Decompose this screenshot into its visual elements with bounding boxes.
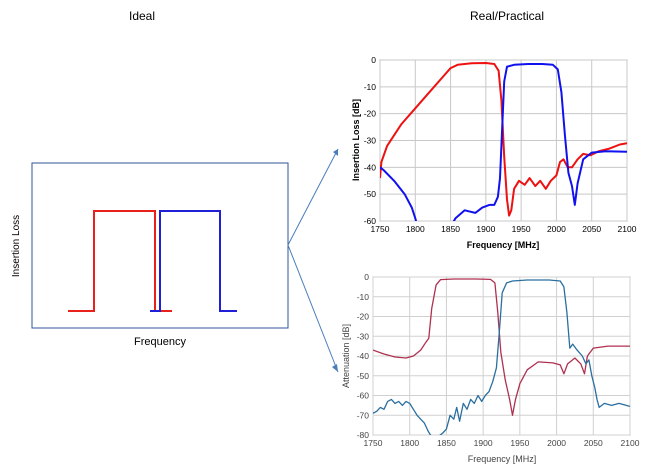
ideal-panel: Insertion Loss Frequency	[11, 162, 289, 348]
x-tick-label: 2000	[547, 224, 566, 234]
series-blue-line	[380, 63, 627, 221]
y-tick-label: -30	[364, 136, 377, 146]
heading-ideal: Ideal	[129, 9, 155, 23]
x-tick-label: 1950	[512, 224, 531, 234]
ideal-xlabel: Frequency	[134, 336, 186, 348]
ideal-passband-right	[150, 210, 237, 312]
x-tick-label: 1800	[400, 438, 419, 448]
y-tick-label: -10	[357, 292, 370, 302]
y-tick-label: -80	[357, 430, 370, 440]
x-tick-label: 1950	[510, 438, 529, 448]
x-tick-label: 2050	[584, 438, 603, 448]
x-tick-label: 1900	[476, 224, 495, 234]
y-tick-label: -10	[364, 82, 377, 92]
y-tick-label: -70	[357, 410, 370, 420]
measured-chart: 1750 1800 1850 1900 1950 2000 2050 2100 0 -10 -20…	[341, 272, 640, 464]
arrow-head-up	[333, 149, 338, 156]
y-tick-label: -50	[357, 371, 370, 381]
ideal-ylabel: Insertion Loss	[11, 215, 22, 277]
y-tick-label: -50	[364, 189, 377, 199]
arrow-to-real-chart	[287, 148, 339, 246]
measured-chart-ylabel: Attenuation [dB]	[341, 324, 351, 388]
y-tick-label: -40	[357, 351, 370, 361]
y-tick-label: 0	[371, 55, 376, 65]
real-chart-ylabel: Insertion Loss [dB]	[351, 99, 361, 181]
arrow-head-down	[332, 364, 338, 372]
x-tick-label: 1850	[441, 224, 460, 234]
x-tick-label: 2000	[547, 438, 566, 448]
real-chart-xlabel: Frequency [MHz]	[467, 240, 540, 250]
x-tick-label: 1800	[406, 224, 425, 234]
arrow-to-measured-chart	[287, 244, 339, 373]
x-tick-label: 1750	[364, 438, 383, 448]
x-tick-label: 2050	[582, 224, 601, 234]
x-tick-label: 2100	[621, 438, 640, 448]
y-tick-label: -60	[357, 391, 370, 401]
heading-real: Real/Practical	[470, 9, 544, 23]
y-tick-label: -60	[364, 216, 377, 226]
arrows	[287, 148, 339, 373]
series-teal-line	[373, 279, 630, 435]
real-chart: 1750 1800 1850 1900 1950 2000 2050 2100 0 -10 -20…	[351, 55, 637, 250]
x-tick-label: 2100	[618, 224, 637, 234]
measured-chart-xlabel: Frequency [MHz]	[468, 454, 537, 464]
series-red-line	[380, 62, 627, 217]
y-tick-label: -20	[357, 312, 370, 322]
x-tick-label: 1900	[474, 438, 493, 448]
series-magenta-line	[373, 278, 630, 416]
y-tick-label: -30	[357, 331, 370, 341]
x-tick-label: 1850	[437, 438, 456, 448]
y-tick-label: -40	[364, 162, 377, 172]
x-tick-label: 1750	[371, 224, 390, 234]
y-tick-label: 0	[364, 272, 369, 282]
y-tick-label: -20	[364, 109, 377, 119]
